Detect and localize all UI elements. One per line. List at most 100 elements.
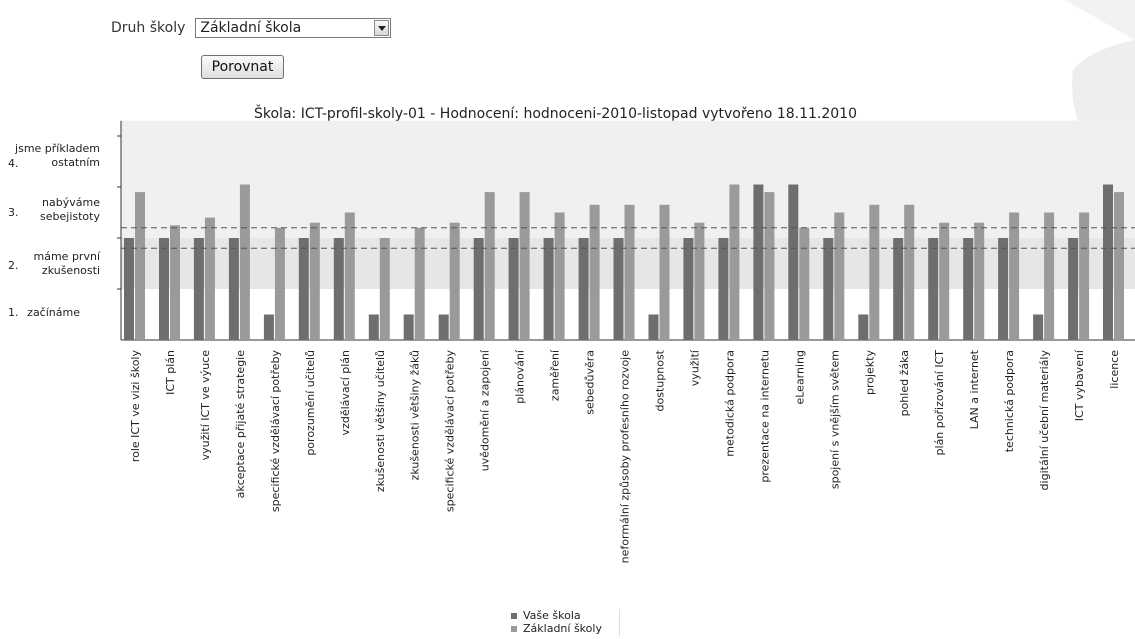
y-tick-1-num: 1. [8,306,19,319]
bar-basic-5 [309,222,320,340]
bar-school-0 [124,238,134,340]
x-tick-label-1: ICT plán [164,350,177,395]
x-tick-label-19: eLearning [793,350,806,405]
bar-basic-14 [624,204,635,340]
bar-basic-16 [694,222,705,340]
x-tick-label-28: licence [1108,350,1121,389]
bar-school-20 [823,238,834,340]
bar-school-4 [263,314,274,340]
school-type-label: Druh školy [111,20,186,36]
bar-basic-28 [1114,192,1124,340]
bar-school-27 [1068,238,1079,340]
x-tick-label-23: plán pořizování ICT [933,350,946,456]
bar-school-23 [928,238,939,340]
bar-basic-2 [204,217,215,340]
bar-school-2 [193,238,204,340]
bar-school-14 [613,238,624,340]
x-tick-label-9: specifické vzdělávací potřeby [444,350,457,513]
bar-school-26 [1033,314,1044,340]
legend-item-basic-schools: Základní školy [511,622,602,635]
y-tick-2-num: 2. [8,259,19,272]
bar-school-13 [578,238,589,340]
bar-school-24 [963,238,974,340]
bar-school-1 [159,238,169,340]
x-tick-label-21: projekty [863,350,876,396]
bar-school-12 [543,238,554,340]
logo-watermark [1065,0,1135,140]
bar-school-11 [508,238,519,340]
bar-school-19 [788,184,799,340]
bar-basic-24 [974,222,985,340]
school-type-select[interactable]: Základní škola [195,18,392,38]
legend-swatch-school [511,612,517,619]
bar-school-21 [858,314,869,340]
y-tick-3-num: 3. [8,206,19,219]
bar-school-15 [648,314,659,340]
bar-school-9 [438,314,449,340]
bar-basic-12 [554,212,565,340]
bar-basic-27 [1079,212,1090,340]
bar-school-7 [368,314,379,340]
x-tick-label-10: uvědomění a zapojení [479,349,492,471]
bar-school-25 [998,238,1009,340]
bar-basic-8 [414,227,425,340]
y-tick-2-label: máme první zkušenosti [33,250,100,277]
x-tick-label-15: dostupnost [654,349,667,411]
bar-basic-20 [834,212,845,340]
bar-school-8 [403,314,414,340]
bar-basic-19 [799,227,810,340]
legend-label-school: Vaše škola [523,609,581,622]
bar-school-5 [298,238,309,340]
bar-basic-26 [1044,212,1055,340]
x-tick-label-3: akceptace přijaté strategie [234,350,247,499]
bar-basic-4 [274,227,285,340]
bar-basic-13 [589,204,600,340]
dropdown-arrow-icon[interactable] [374,20,390,36]
bar-basic-15 [659,204,670,340]
bar-school-10 [473,238,484,340]
chart-title: Škola: ICT-profil-skoly-01 - Hodnocení: … [254,106,857,122]
x-tick-label-14: neformální způsoby profesního rozvoje [619,350,632,564]
bar-basic-25 [1009,212,1020,340]
bar-basic-18 [764,192,775,340]
x-tick-label-27: ICT vybavení [1073,349,1086,421]
bar-basic-11 [519,192,530,340]
bar-school-3 [228,238,239,340]
bar-school-28 [1103,184,1113,340]
legend-separator [619,609,620,636]
x-tick-label-13: sebedůvěra [584,350,597,415]
bar-basic-3 [239,184,250,340]
x-tick-label-18: prezentace na internetu [758,350,771,483]
x-tick-label-6: vzdělávací plán [339,350,352,435]
x-tick-label-20: spojení s vnějším světem [828,350,841,489]
school-type-value: Základní škola [200,20,302,36]
x-tick-label-22: pohled žáka [898,350,911,416]
bar-basic-10 [484,192,495,340]
bar-basic-1 [170,225,180,341]
bar-basic-9 [449,222,460,340]
bar-basic-0 [135,192,145,340]
x-tick-label-8: zkušenosti většiny žáků [409,350,422,480]
x-tick-label-16: využití [688,349,701,386]
compare-button[interactable]: Porovnat [201,55,284,79]
bar-basic-21 [869,204,880,340]
y-tick-1-label: začínáme [27,306,80,319]
bar-school-22 [893,238,904,340]
bar-school-6 [333,238,344,340]
bar-school-16 [683,238,694,340]
bar-school-17 [718,238,729,340]
x-tick-label-17: metodická podpora [723,350,736,457]
x-tick-label-0: role ICT ve vizi školy [129,350,142,463]
bar-basic-22 [904,204,915,340]
bar-school-18 [753,184,764,340]
legend-label-basic-schools: Základní školy [523,622,602,635]
bar-basic-6 [344,212,355,340]
bar-basic-17 [729,184,740,340]
x-tick-label-2: využití ICT ve výuce [199,350,212,461]
x-tick-label-25: technická podpora [1003,350,1016,452]
school-type-row: Druh školy Základní škola [111,18,392,38]
x-tick-label-26: digitální učební materiály [1038,350,1051,491]
bar-chart: role ICT ve vizi školy ICT plán využití IC… [117,120,1135,564]
x-tick-label-24: LAN a internet [968,349,981,429]
y-tick-3-label: nabýváme sebejistoty [40,196,100,223]
